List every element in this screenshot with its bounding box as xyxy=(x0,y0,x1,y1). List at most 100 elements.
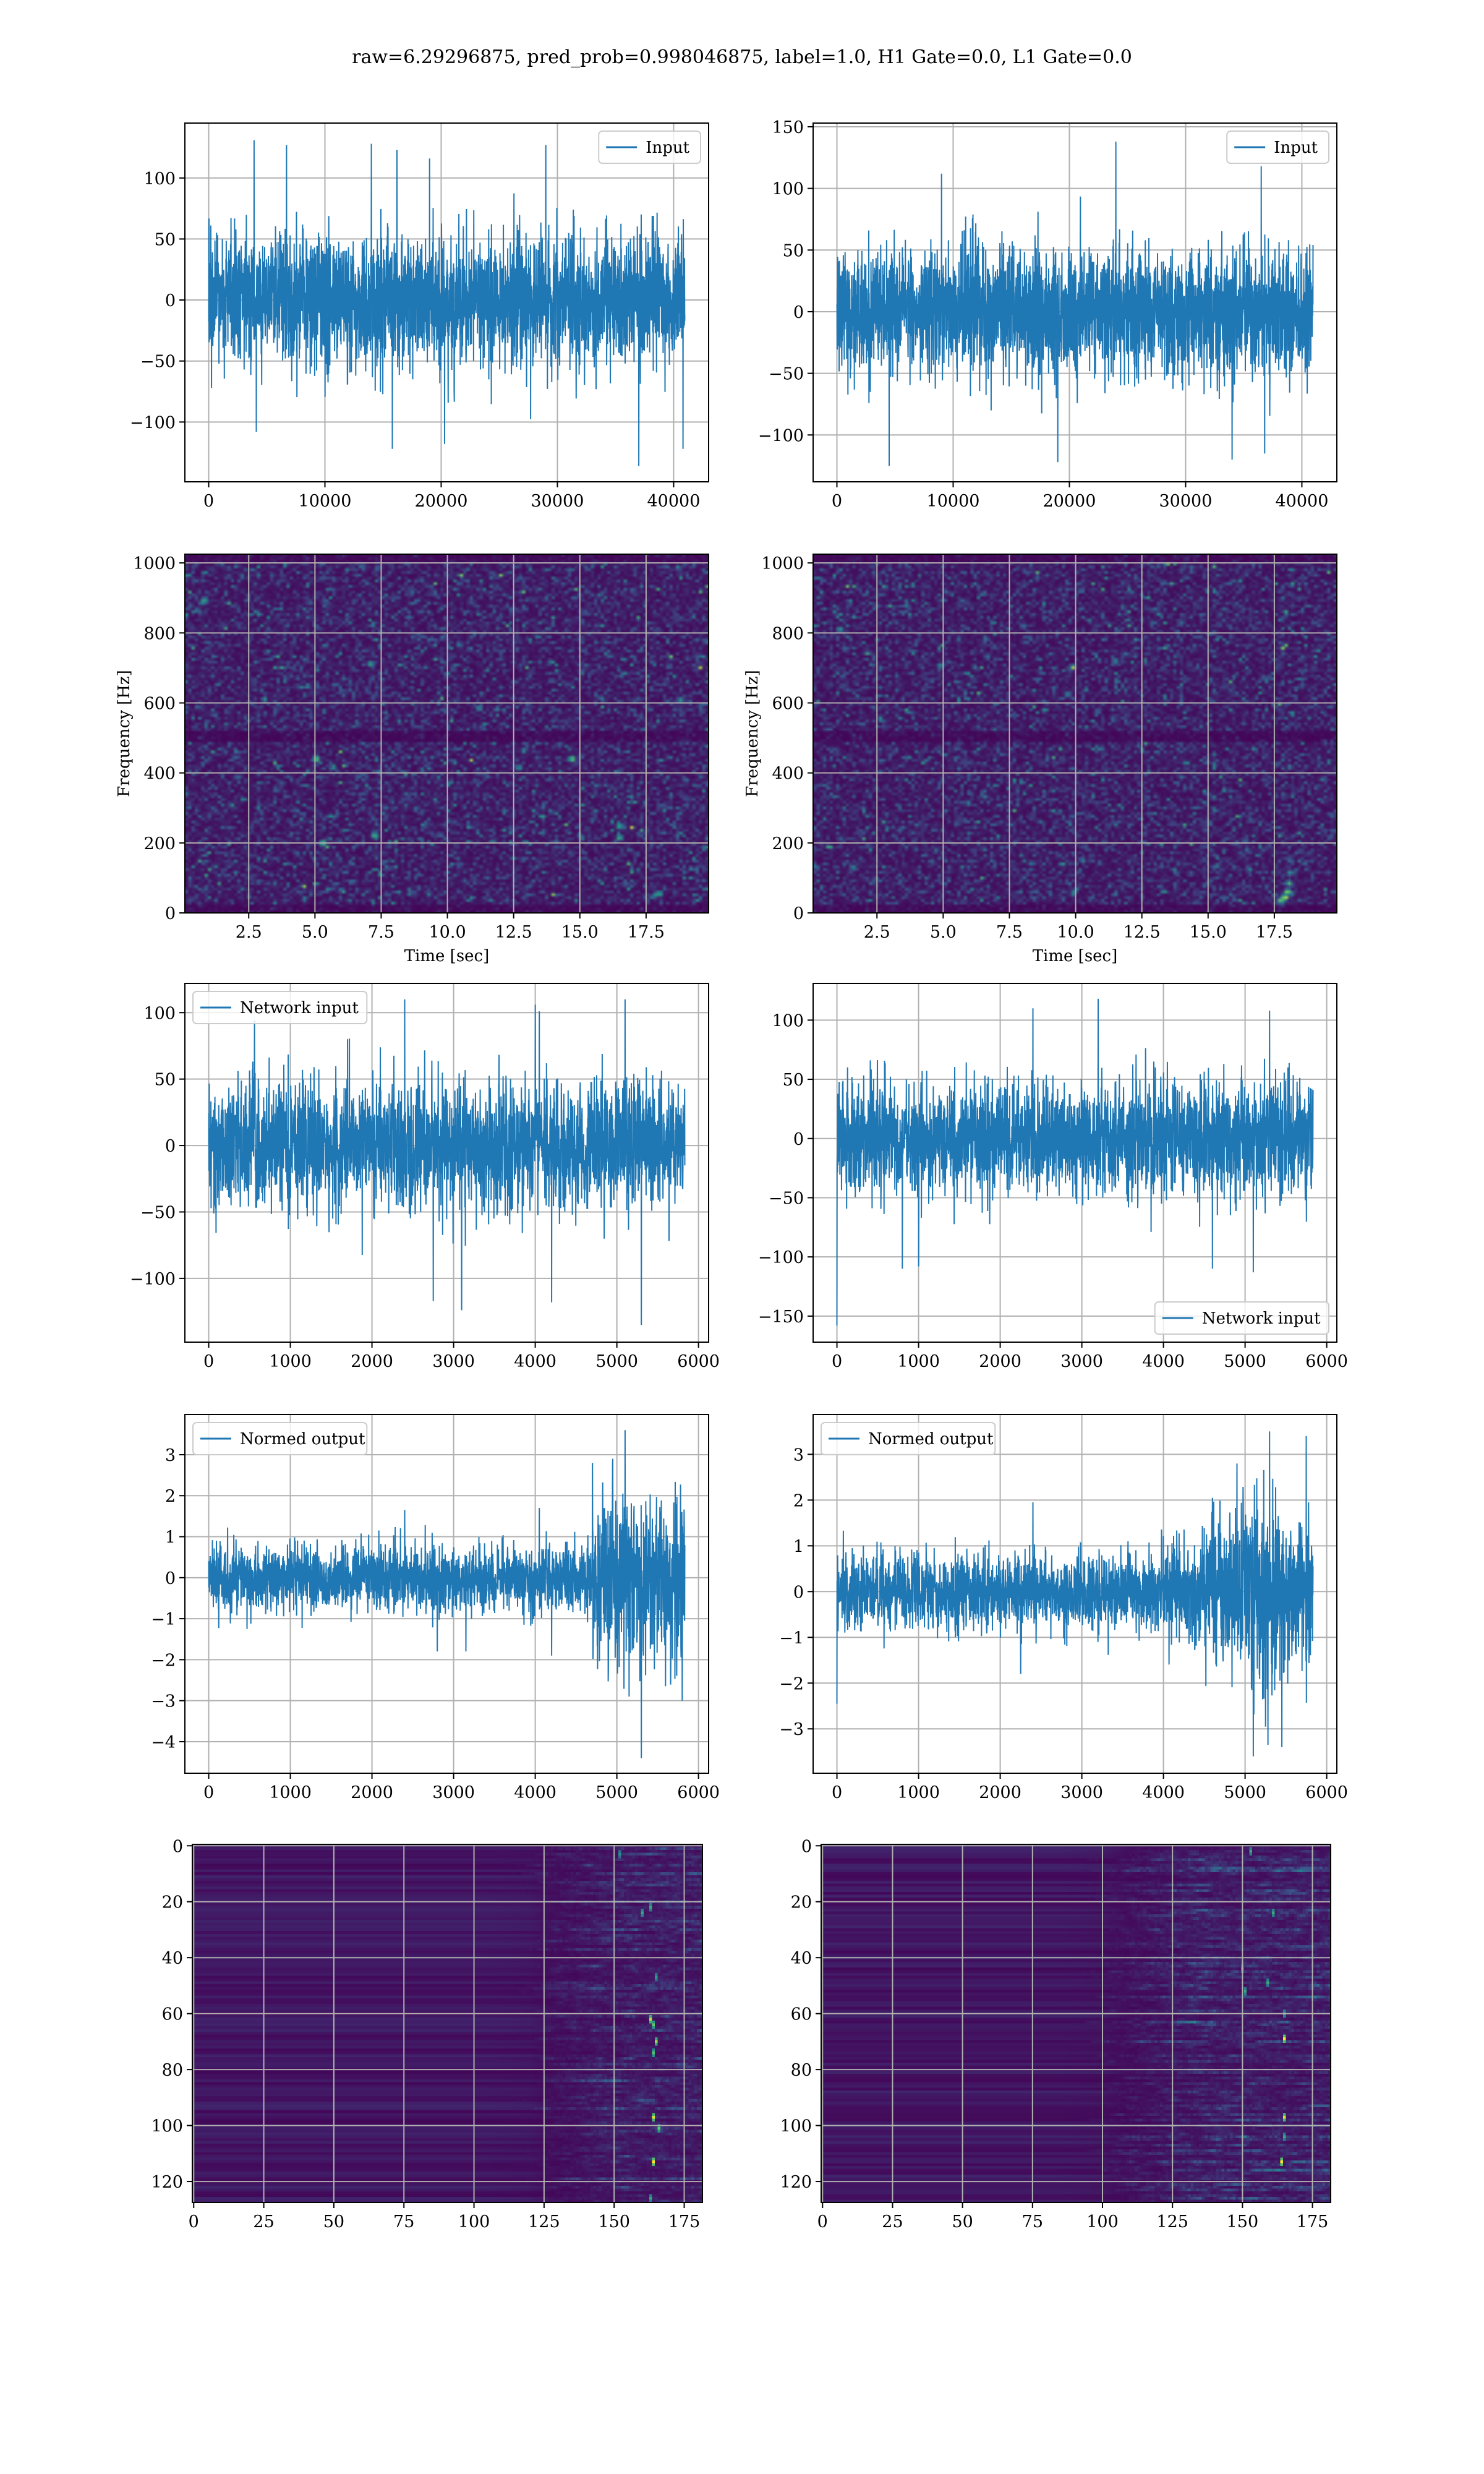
x-tick-label: 5000 xyxy=(595,1783,638,1802)
x-tick-label: 0 xyxy=(817,2212,828,2232)
x-tick-label: 0 xyxy=(832,1783,842,1802)
x-tick-label: 150 xyxy=(1227,2212,1259,2232)
x-tick-label: 5000 xyxy=(595,1352,638,1371)
legend-box xyxy=(1154,1301,1329,1335)
legend: Normed output xyxy=(821,1422,996,1455)
y-tick-label: 0 xyxy=(165,1137,176,1156)
y-tick-label: 600 xyxy=(143,694,176,713)
axes-frame xyxy=(812,983,1337,1343)
panel-l1-spectrogram: 2.5 5.0 7.5 10.0 12.5 15.0 17.5 0 200 400 600 800 10… xyxy=(743,554,1337,965)
y-tick-label: −1 xyxy=(151,1610,176,1629)
x-tick-label: 7.5 xyxy=(996,923,1023,942)
y-tick-label: 0 xyxy=(165,904,176,923)
legend: Normed output xyxy=(192,1422,368,1455)
y-tick-label: −50 xyxy=(140,1203,176,1222)
x-tick-label: 50 xyxy=(323,2212,344,2232)
panel-h1-feature-map: 0 25 50 75 100 125 150 175 0 20 40 60 80 100 120 xyxy=(151,1837,703,2232)
y-tick-label: 800 xyxy=(143,624,176,643)
x-tick-label: 75 xyxy=(1022,2212,1043,2232)
axes-frame xyxy=(192,1844,703,2203)
y-tick-label: 100 xyxy=(151,2117,183,2136)
x-tick-label: 50 xyxy=(952,2212,973,2232)
axes-frame xyxy=(812,1414,1337,1774)
x-tick-label: 2000 xyxy=(351,1352,393,1371)
y-tick-label: 200 xyxy=(143,834,176,854)
y-tick-label: 2 xyxy=(165,1487,176,1506)
legend-label: Input xyxy=(646,139,689,157)
y-tick-label: −3 xyxy=(151,1692,176,1711)
spectrogram-image xyxy=(185,554,709,913)
x-tick-label: 7.5 xyxy=(368,923,394,942)
axes-frame xyxy=(184,122,709,482)
x-tick-label: 4000 xyxy=(1142,1352,1185,1371)
x-tick-label: 20000 xyxy=(415,492,468,511)
y-tick-label: 100 xyxy=(780,2117,812,2136)
panel-h1-normed-output: 0 1000 2000 3000 4000 5000 6000 −4 −3 −2 −1 0 1 2 3 Nor… xyxy=(151,1414,720,1802)
x-tick-label: 0 xyxy=(189,2212,199,2232)
legend: Input xyxy=(1226,131,1329,164)
y-tick-label: 0 xyxy=(165,291,176,310)
legend-box xyxy=(821,1422,996,1455)
y-tick-label: 0 xyxy=(801,1837,812,1856)
x-tick-label: 100 xyxy=(1086,2212,1119,2232)
x-tick-label: 25 xyxy=(253,2212,274,2232)
x-tick-label: 2000 xyxy=(979,1352,1021,1371)
panel-h1-input: 0 10000 20000 30000 40000 −100 −50 0 50 100 Input xyxy=(130,122,709,511)
y-tick-label: 40 xyxy=(162,1949,183,1968)
y-tick-label: −50 xyxy=(769,1189,804,1208)
legend-box xyxy=(192,991,368,1024)
x-tick-label: 40000 xyxy=(1276,492,1329,511)
y-tick-label: 400 xyxy=(143,764,176,784)
axes-frame xyxy=(184,1414,709,1774)
legend: Network input xyxy=(1154,1301,1329,1335)
x-tick-label: 20000 xyxy=(1043,492,1096,511)
grid-lines xyxy=(192,1844,702,2202)
grid-lines xyxy=(821,1844,1331,2202)
x-tick-label: 1000 xyxy=(269,1352,312,1371)
x-tick-label: 6000 xyxy=(677,1783,720,1802)
x-tick-label: 1000 xyxy=(897,1352,940,1371)
axes-frame xyxy=(184,983,709,1343)
panel-l1-feature-map: 0 25 50 75 100 125 150 175 0 20 40 60 80 100 120 xyxy=(780,1837,1331,2232)
x-tick-label: 1000 xyxy=(897,1783,940,1802)
y-tick-label: 50 xyxy=(155,1071,176,1090)
x-tick-label: 4000 xyxy=(1142,1783,1185,1802)
x-tick-label: 0 xyxy=(832,1352,842,1371)
x-tick-label: 0 xyxy=(203,1352,214,1371)
y-tick-label: −1 xyxy=(779,1629,804,1648)
y-tick-label: −100 xyxy=(758,426,804,445)
x-tick-label: 4000 xyxy=(514,1783,556,1802)
y-axis-label: Frequency [Hz] xyxy=(743,670,762,797)
y-tick-label: 100 xyxy=(772,1011,804,1030)
y-tick-label: 40 xyxy=(791,1949,812,1968)
x-tick-label: 5.0 xyxy=(302,923,328,942)
legend-box xyxy=(1226,131,1329,164)
x-tick-label: 17.5 xyxy=(628,923,665,942)
y-tick-label: 80 xyxy=(162,2061,183,2080)
y-tick-label: −100 xyxy=(130,1270,176,1289)
y-tick-label: −2 xyxy=(151,1651,176,1670)
x-tick-label: 2000 xyxy=(979,1783,1021,1802)
x-tick-label: 2000 xyxy=(351,1783,393,1802)
y-tick-label: 80 xyxy=(791,2061,812,2080)
y-tick-label: 120 xyxy=(151,2173,183,2192)
y-tick-label: 0 xyxy=(165,1569,176,1588)
x-tick-label: 10000 xyxy=(299,492,352,511)
y-tick-label: 150 xyxy=(772,118,804,137)
x-tick-label: 17.5 xyxy=(1256,923,1293,942)
series-line xyxy=(208,1430,686,1758)
x-tick-label: 3000 xyxy=(1060,1352,1103,1371)
x-tick-label: 75 xyxy=(393,2212,414,2232)
y-tick-label: 2 xyxy=(793,1491,804,1510)
x-tick-label: 2.5 xyxy=(864,923,890,942)
legend-label: Normed output xyxy=(868,1430,994,1449)
x-tick-label: 3000 xyxy=(1060,1783,1103,1802)
y-tick-label: 60 xyxy=(791,2005,812,2024)
panel-l1-network-input: 0 1000 2000 3000 4000 5000 6000 −150 −100 −50 0 50 1… xyxy=(758,983,1348,1371)
y-tick-label: −150 xyxy=(758,1308,804,1327)
x-tick-label: 5000 xyxy=(1224,1783,1266,1802)
y-tick-label: 1 xyxy=(165,1528,176,1547)
x-tick-label: 10.0 xyxy=(429,923,466,942)
x-tick-label: 6000 xyxy=(1305,1352,1348,1371)
